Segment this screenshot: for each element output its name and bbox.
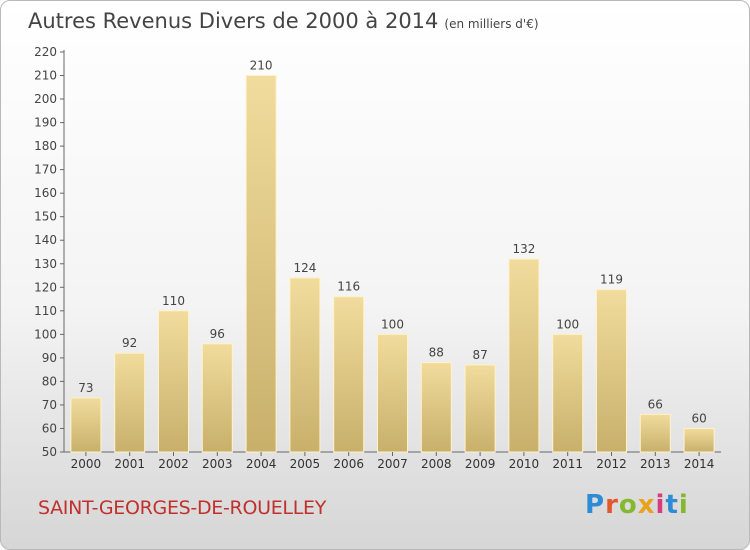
y-tick-label: 150: [34, 210, 57, 224]
chart-title-block: Autres Revenus Divers de 2000 à 2014 (en …: [28, 9, 539, 33]
x-tick-label: 2011: [552, 457, 583, 471]
x-tick-label: 2007: [377, 457, 408, 471]
y-tick-label: 70: [42, 398, 57, 412]
bar: [289, 277, 321, 453]
bar: [245, 75, 277, 453]
logo-letter: x: [637, 490, 656, 520]
chart-title: Autres Revenus Divers de 2000 à 2014: [28, 9, 439, 33]
y-tick-label: 170: [34, 163, 57, 177]
bar: [464, 364, 496, 453]
proxiti-logo[interactable]: Proxiti: [585, 490, 689, 520]
bar-value-label: 73: [78, 381, 93, 395]
y-tick-label: 130: [34, 257, 57, 271]
bar-value-label: 210: [250, 59, 273, 73]
bar-value-label: 119: [600, 273, 623, 287]
bar: [377, 333, 408, 453]
bar-value-label: 60: [691, 411, 706, 425]
x-tick-label: 2005: [290, 457, 321, 471]
x-tick-label: 2004: [246, 457, 277, 471]
bar-value-label: 66: [648, 397, 663, 411]
bar: [158, 310, 189, 453]
bar-value-label: 116: [337, 280, 360, 294]
place-name: SAINT-GEORGES-DE-ROUELLEY: [38, 497, 327, 519]
y-tick-label: 220: [34, 45, 57, 59]
y-tick-label: 50: [42, 445, 57, 459]
bar: [70, 397, 102, 453]
x-tick-label: 2008: [421, 457, 452, 471]
bar: [639, 413, 671, 453]
y-tick-label: 200: [34, 92, 57, 106]
y-tick-label: 60: [42, 421, 57, 435]
x-tick-label: 2006: [333, 457, 364, 471]
bar: [508, 258, 540, 453]
logo-letter: t: [665, 490, 679, 520]
bar-value-label: 87: [472, 348, 487, 362]
y-tick-label: 120: [34, 280, 57, 294]
chart-subtitle: (en milliers d'€): [444, 17, 539, 31]
x-tick-label: 2014: [684, 457, 715, 471]
logo-letter: r: [605, 490, 619, 520]
logo-letter: i: [655, 490, 666, 520]
x-tick-label: 2010: [509, 457, 540, 471]
x-tick-label: 2002: [158, 457, 189, 471]
y-tick-label: 90: [42, 351, 57, 365]
logo-letter: o: [618, 490, 638, 520]
bar: [201, 343, 233, 453]
bar: [596, 289, 627, 453]
y-tick-label: 160: [34, 186, 57, 200]
y-tick-label: 210: [34, 69, 57, 83]
x-tick-label: 2013: [640, 457, 671, 471]
y-tick-label: 110: [34, 304, 57, 318]
y-tick-label: 190: [34, 116, 57, 130]
bar: [420, 362, 452, 453]
y-tick-label: 140: [34, 233, 57, 247]
bar: [683, 427, 715, 453]
bar-value-label: 96: [210, 327, 225, 341]
logo-letter: i: [678, 490, 689, 520]
x-tick-label: 2009: [465, 457, 496, 471]
x-tick-label: 2003: [202, 457, 233, 471]
bar-value-label: 132: [512, 242, 535, 256]
bar: [333, 296, 365, 453]
bar-value-label: 124: [293, 261, 316, 275]
bar-value-label: 100: [556, 317, 579, 331]
bar: [552, 333, 584, 453]
bar-value-label: 88: [429, 346, 444, 360]
bar-value-label: 110: [162, 294, 185, 308]
x-tick-label: 2012: [596, 457, 627, 471]
bar-value-label: 100: [381, 317, 404, 331]
x-tick-label: 2000: [71, 457, 102, 471]
y-tick-label: 80: [42, 374, 57, 388]
bar-value-label: 92: [122, 336, 137, 350]
y-tick-label: 180: [34, 139, 57, 153]
x-tick-label: 2001: [114, 457, 145, 471]
logo-letter: P: [585, 490, 606, 520]
bar: [114, 352, 146, 453]
y-tick-label: 100: [34, 327, 57, 341]
